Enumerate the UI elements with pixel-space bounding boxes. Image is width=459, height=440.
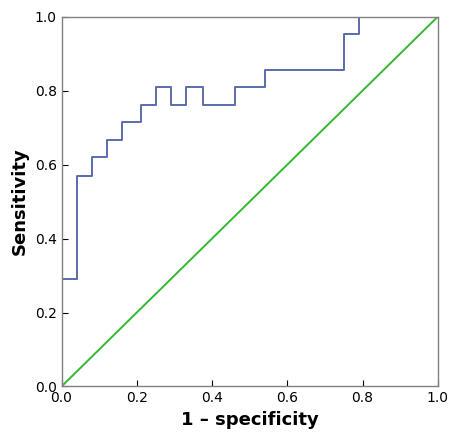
X-axis label: 1 – specificity: 1 – specificity — [180, 411, 318, 429]
Y-axis label: Sensitivity: Sensitivity — [11, 148, 29, 255]
